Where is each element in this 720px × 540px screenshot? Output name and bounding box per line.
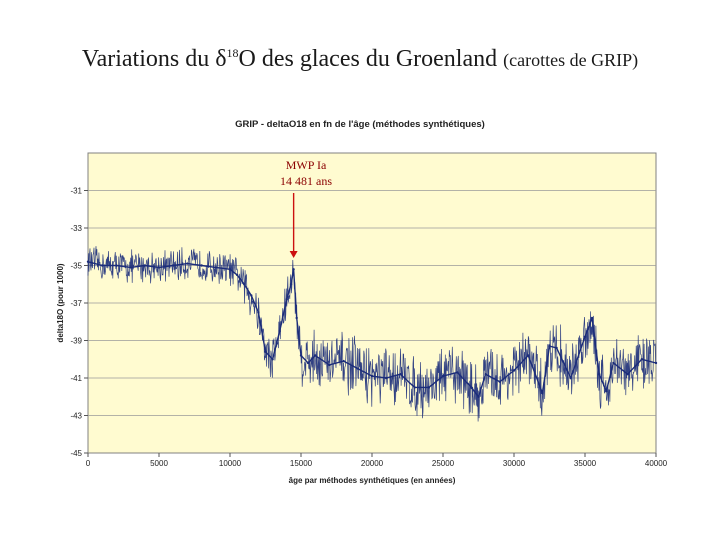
series-point: [115, 264, 118, 267]
series-point: [342, 359, 345, 363]
series-point: [101, 264, 104, 267]
series-point: [250, 294, 253, 297]
series-point: [498, 380, 501, 383]
x-tick-label: 25000: [432, 459, 455, 468]
series-point: [271, 358, 274, 361]
series-point: [548, 344, 551, 348]
series-group: [86, 246, 658, 422]
series-point: [484, 373, 487, 376]
series-point: [235, 273, 239, 277]
x-tick-label: 20000: [361, 459, 384, 468]
series-point: [399, 373, 402, 376]
annotation-age: 14 481 ans: [280, 174, 332, 188]
series-point: [285, 298, 288, 301]
y-tick-label: -39: [70, 337, 82, 346]
series-point: [612, 361, 615, 365]
series-point: [299, 354, 303, 357]
x-tick-label: 30000: [503, 459, 526, 468]
y-tick-label: -35: [70, 262, 82, 271]
series-point: [306, 361, 310, 365]
series-point: [626, 373, 629, 376]
x-tick-label: 15000: [290, 459, 313, 468]
series-point: [243, 283, 246, 286]
chart-title: GRIP - deltaO18 en fn de l'âge (méthodes…: [235, 119, 485, 130]
series-point: [257, 311, 260, 314]
series-point: [441, 374, 445, 378]
x-tick-label: 40000: [645, 459, 668, 468]
series-point: [157, 266, 161, 269]
series-point: [598, 373, 601, 376]
series-point: [356, 367, 359, 370]
slide-title-rest: O des glaces du Groenland: [238, 46, 498, 72]
y-tick-label: -37: [70, 299, 82, 308]
series-point: [470, 386, 473, 389]
series-point: [640, 358, 643, 361]
series-point: [512, 369, 516, 372]
series-point: [583, 335, 587, 338]
y-tick-labels: -31 -33 -35 -37 -39 -41 -43 -45: [70, 187, 82, 459]
series-point: [228, 268, 232, 271]
series-point: [605, 389, 608, 393]
series-point: [370, 374, 374, 378]
x-tick-label: 35000: [574, 459, 597, 468]
series-point: [264, 350, 267, 353]
slide-title-subtitle: (carottes de GRIP): [503, 50, 639, 70]
x-tick-labels: 0 5000 10000 15000 20000 25000 30000 35000 40000: [86, 459, 668, 468]
x-axis-label: âge par méthodes synthétiques (en années…: [289, 476, 456, 485]
annotation-arrow-group: [289, 193, 298, 258]
series-point: [314, 354, 317, 357]
series-point: [328, 363, 331, 367]
series-point: [214, 266, 217, 269]
slide-title: Variations du δ18O des glaces du Groenla…: [0, 46, 720, 73]
series-point: [86, 260, 90, 263]
series-point: [292, 268, 295, 271]
series-point: [569, 376, 572, 380]
x-tick-label: 10000: [219, 459, 242, 468]
y-tick-label: -33: [70, 224, 82, 233]
series-point: [541, 391, 544, 395]
series-point: [477, 395, 480, 398]
series-point: [186, 262, 189, 265]
series-point: [289, 283, 293, 286]
series-point: [555, 346, 558, 350]
series-point: [456, 371, 459, 374]
series-point: [129, 266, 132, 269]
y-axis-label: delta18O (pour 1000): [56, 263, 65, 342]
series-point: [143, 264, 146, 267]
slide-title-main: Variations du δ: [81, 46, 227, 72]
series-point: [654, 361, 658, 365]
series-point: [385, 376, 388, 380]
x-tick-label: 5000: [150, 459, 168, 468]
y-tick-label: -41: [70, 374, 82, 383]
x-tick-label: 0: [86, 459, 91, 468]
y-tick-label: -45: [70, 449, 82, 458]
series-point: [413, 386, 416, 389]
gridlines: [84, 190, 657, 457]
y-tick-label: -43: [70, 412, 82, 421]
annotation-arrow-head: [289, 251, 298, 258]
series-point: [200, 264, 203, 267]
series-point: [527, 354, 530, 357]
annotation-title: MWP Ia: [286, 158, 327, 172]
series-point: [278, 329, 281, 333]
series-point: [590, 316, 594, 320]
y-tick-label: -31: [70, 187, 82, 196]
series-point: [295, 316, 298, 320]
slide-title-superscript: 18: [226, 46, 239, 60]
series-point: [172, 264, 175, 267]
series-point: [427, 386, 430, 389]
